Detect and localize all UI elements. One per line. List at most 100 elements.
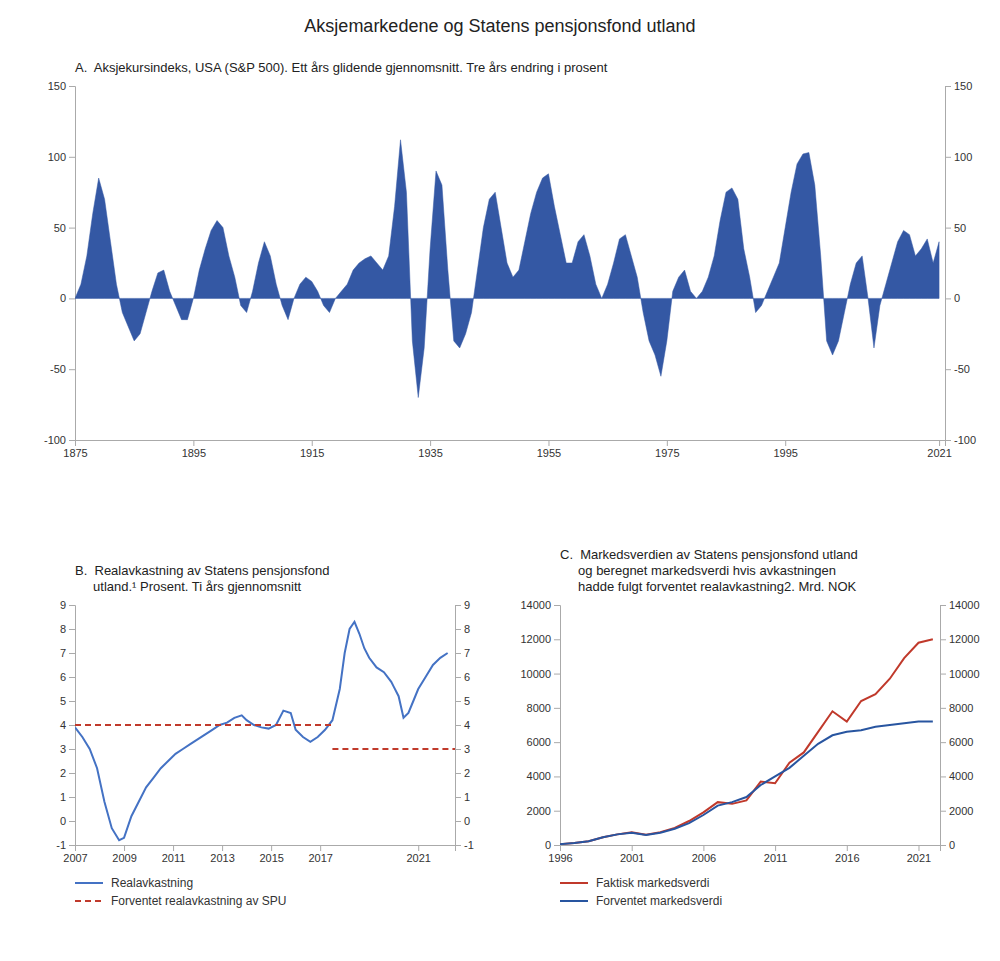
y2-tick-mark (940, 674, 946, 675)
x-tick-label: 2017 (308, 852, 332, 864)
y2-tick-label: 14000 (949, 599, 980, 611)
y2-tick: -100 (945, 434, 976, 446)
y2-tick-label: 1 (464, 791, 470, 803)
y2-tick-label: 0 (464, 815, 470, 827)
y-tick: 6 (60, 671, 75, 683)
x-tick-label: 1975 (655, 447, 679, 459)
x-tick-label: 1995 (773, 447, 797, 459)
y2-axis: 02000400060008000100001200014000 (940, 599, 980, 851)
y-tick-mark (69, 821, 75, 822)
x-tick: 2021 (907, 845, 931, 864)
y2-axis-line (941, 606, 947, 846)
y2-tick: 5 (455, 695, 470, 707)
y2-tick-label: -100 (954, 434, 976, 446)
x-tick: 1955 (537, 440, 561, 459)
y-tick-label: 10000 (520, 668, 551, 680)
y-tick: 8 (60, 623, 75, 635)
y-tick-mark (69, 749, 75, 750)
panel-title-line: hadde fulgt forventet realavkastning2. M… (560, 579, 857, 594)
y2-tick-mark (945, 440, 951, 441)
y-tick-label: 2000 (527, 805, 551, 817)
x-tick-mark (193, 440, 194, 446)
x-tick: 2017 (308, 845, 332, 864)
y2-tick: 10000 (940, 668, 980, 680)
y2-tick-mark (455, 749, 461, 750)
legend-item: Forventet realavkastning av SPU (75, 894, 286, 908)
y-tick-mark (69, 228, 75, 229)
y2-tick-label: -50 (954, 363, 970, 375)
x-tick: 2007 (63, 845, 87, 864)
y-tick-label: 2 (60, 767, 66, 779)
y2-tick: 0 (945, 292, 960, 304)
x-tick: 2011 (162, 845, 186, 864)
y2-tick: 8 (455, 623, 470, 635)
y-tick: -1 (56, 839, 75, 851)
y-tick-label: 8000 (527, 702, 551, 714)
y2-tick: 2 (455, 767, 470, 779)
x-tick-mark (918, 845, 919, 851)
y2-tick-mark (940, 708, 946, 709)
panel-title-line: utland.¹ Prosent. Ti års gjennomsnitt (75, 579, 302, 594)
y-tick: 8000 (527, 702, 560, 714)
y2-tick: 6000 (940, 736, 973, 748)
y-tick: -50 (50, 363, 75, 375)
y2-tick: -50 (945, 363, 970, 375)
panel-title-line: A. Aksjekursindeks, USA (S&P 500). Ett å… (75, 60, 608, 75)
y2-axis-line (946, 87, 952, 441)
x-tick-label: 2001 (620, 852, 644, 864)
y2-tick-label: 8000 (949, 702, 973, 714)
y-tick: 2 (60, 767, 75, 779)
x-tick-mark (222, 845, 223, 851)
x-tick: 2021 (927, 440, 951, 459)
y2-tick-label: 12000 (949, 633, 980, 645)
line (560, 639, 933, 844)
y-tick-label: 12000 (520, 633, 551, 645)
y-tick: 150 (48, 80, 75, 92)
y-tick-label: -50 (50, 363, 66, 375)
y-tick-label: 6000 (527, 736, 551, 748)
y-tick-label: 6 (60, 671, 66, 683)
panel-title-line: C. Markedsverdien av Statens pensjonsfon… (560, 547, 858, 562)
panel-title-line: og beregnet markedsverdi hvis avkastning… (560, 563, 836, 578)
y2-tick-mark (940, 776, 946, 777)
y2-tick: 0 (940, 839, 955, 851)
y2-tick: 7 (455, 647, 470, 659)
plot-area (560, 639, 933, 844)
y-tick: 5 (60, 695, 75, 707)
line (560, 722, 933, 845)
x-tick: 2015 (259, 845, 283, 864)
y2-tick: 4000 (940, 770, 973, 782)
x-tick: 2011 (764, 845, 788, 864)
y-tick-label: 1 (60, 791, 66, 803)
y-tick-mark (554, 605, 560, 606)
x-tick: 1895 (182, 440, 206, 459)
y-tick-mark (69, 725, 75, 726)
x-tick: 2013 (210, 845, 234, 864)
y2-tick-mark (945, 86, 951, 87)
x-axis-line (76, 846, 456, 852)
x-axis-line (76, 441, 946, 447)
x-tick-mark (430, 440, 431, 446)
legend-label: Forventet realavkastning av SPU (111, 894, 286, 908)
x-tick: 1915 (300, 440, 324, 459)
x-tick-label: 1955 (537, 447, 561, 459)
y2-tick: 0 (455, 815, 470, 827)
x-tick-label: 2013 (210, 852, 234, 864)
figure: Aksjemarkedene og Statens pensjonsfond u… (0, 0, 1000, 961)
y2-tick: 1 (455, 791, 470, 803)
y-tick: 0 (60, 815, 75, 827)
x-tick-label: 1996 (548, 852, 572, 864)
y-tick-label: 4000 (527, 770, 551, 782)
x-tick-label: 1875 (63, 447, 87, 459)
y-tick: -100 (44, 434, 75, 446)
legend-swatch (75, 900, 103, 902)
panel-title: A. Aksjekursindeks, USA (S&P 500). Ett å… (75, 60, 608, 75)
y-tick-label: 0 (545, 839, 551, 851)
x-tick-mark (320, 845, 321, 851)
y2-tick-label: 0 (954, 292, 960, 304)
x-tick-label: 1895 (182, 447, 206, 459)
y2-tick-mark (945, 157, 951, 158)
y2-tick-label: 4 (464, 719, 470, 731)
y-tick-label: 9 (60, 599, 66, 611)
y2-tick-mark (455, 629, 461, 630)
